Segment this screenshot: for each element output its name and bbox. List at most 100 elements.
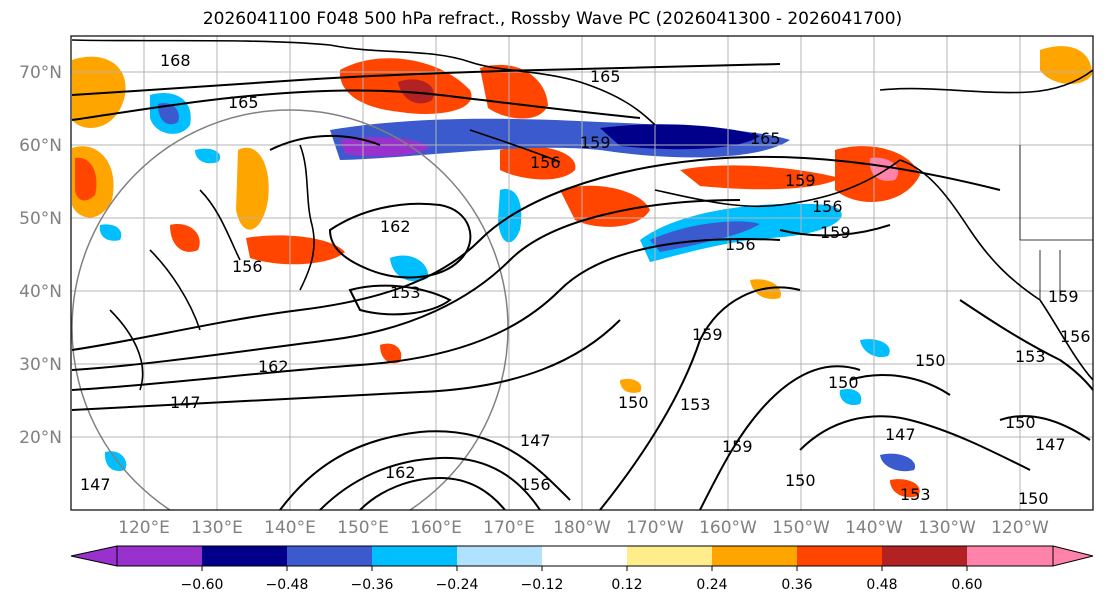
- colorbar-tick-label: −0.48: [266, 577, 309, 593]
- longitude-label: 120°W: [991, 518, 1049, 538]
- contour-label: 159: [692, 325, 723, 344]
- colorbar-tick-label: 0.24: [696, 577, 727, 593]
- colorbar-tick-label: 0.12: [611, 577, 642, 593]
- longitude-label: 180°W: [553, 518, 611, 538]
- latitude-label: 20°N: [19, 428, 62, 448]
- contour-label: 159: [580, 133, 611, 152]
- colorbar: −0.60 −0.48 −0.36 −0.24 −0.12 0.12 0.24 …: [70, 545, 1094, 593]
- contour-label: 156: [812, 197, 843, 216]
- strong-positive-anomaly-region: [680, 165, 840, 190]
- longitude-labels: 120°E 130°E 140°E 150°E 160°E 170°E 180°…: [118, 518, 1049, 538]
- colorbar-tick-label: −0.24: [436, 577, 479, 593]
- contour-label: 150: [1018, 489, 1049, 508]
- strong-negative-anomaly-region: [880, 453, 916, 472]
- contour-label: 153: [390, 283, 421, 302]
- colorbar-swatch: [117, 546, 202, 566]
- contour-label: 156: [530, 153, 561, 172]
- contour-label: 147: [80, 475, 111, 494]
- contour-label: 150: [915, 351, 946, 370]
- colorbar-swatch: [202, 546, 287, 566]
- contour-label: 147: [1035, 435, 1066, 454]
- contour-labels: 168 165 165 165 162 162 162 159 159 159 …: [80, 51, 1091, 508]
- contour-label: 153: [1015, 347, 1046, 366]
- longitude-label: 130°E: [191, 518, 243, 538]
- positive-anomaly-region: [620, 378, 642, 393]
- strong-negative-anomaly-region: [158, 103, 179, 125]
- height-contours: [71, 63, 1093, 510]
- coastlines: [71, 39, 1093, 391]
- contour-label: 153: [680, 395, 711, 414]
- colorbar-swatch: [542, 546, 627, 566]
- positive-anomaly-region: [236, 147, 269, 230]
- colorbar-tick-label: 0.60: [951, 577, 982, 593]
- strong-positive-anomaly-region: [500, 146, 576, 180]
- contour-label: 159: [785, 171, 816, 190]
- country-borders: [1019, 145, 1093, 300]
- colorbar-swatch: [967, 546, 1053, 566]
- colorbar-swatch: [627, 546, 712, 566]
- contour-label: 159: [722, 437, 753, 456]
- contour-label: 147: [520, 431, 551, 450]
- negative-anomaly-region: [99, 224, 122, 241]
- negative-anomaly-region: [390, 255, 429, 282]
- contour-label: 165: [590, 67, 621, 86]
- map-grid: [71, 36, 1093, 510]
- negative-anomaly-region: [195, 148, 221, 164]
- positive-anomaly-region: [1040, 46, 1092, 85]
- colorbar-swatch: [372, 546, 457, 566]
- latitude-labels: 70°N 60°N 50°N 40°N 30°N 20°N: [19, 63, 62, 448]
- latitude-label: 30°N: [19, 355, 62, 375]
- colorbar-swatch: [287, 546, 372, 566]
- negative-anomaly-region: [860, 339, 890, 358]
- colorbar-swatch: [457, 546, 542, 566]
- colorbar-swatch: [797, 546, 882, 566]
- contour-label: 150: [1005, 413, 1036, 432]
- contour-label: 147: [885, 425, 916, 444]
- map-title: 2026041100 F048 500 hPa refract., Rossby…: [202, 9, 903, 29]
- map-frame: [70, 35, 1094, 511]
- longitude-label: 170°E: [483, 518, 535, 538]
- colorbar-tick-label: −0.12: [521, 577, 564, 593]
- contour-label: 150: [785, 471, 816, 490]
- contour-label: 162: [380, 217, 411, 236]
- contour-label: 168: [160, 51, 191, 70]
- longitude-label: 140°W: [845, 518, 903, 538]
- colorbar-tick-label: 0.36: [781, 577, 812, 593]
- longitude-label: 120°E: [118, 518, 170, 538]
- colorbar-tick-label: 0.48: [866, 577, 897, 593]
- contour-label: 159: [820, 223, 851, 242]
- longitude-label: 150°E: [337, 518, 389, 538]
- latitude-label: 50°N: [19, 209, 62, 229]
- latitude-label: 70°N: [19, 63, 62, 83]
- colorbar-high-extend: [1052, 545, 1094, 567]
- colorbar-outline: [116, 545, 1054, 567]
- strong-positive-anomaly-region: [170, 224, 200, 252]
- contour-label: 156: [1060, 327, 1091, 346]
- colorbar-tick-label: −0.36: [351, 577, 394, 593]
- contour-label: 153: [900, 485, 931, 504]
- strong-positive-anomaly-region: [380, 343, 402, 364]
- contour-label: 165: [228, 93, 259, 112]
- very-strong-positive-anomaly-region: [398, 79, 434, 104]
- contour-label: 162: [258, 357, 289, 376]
- longitude-label: 130°W: [918, 518, 976, 538]
- latitude-label: 60°N: [19, 136, 62, 156]
- longitude-label: 160°E: [410, 518, 462, 538]
- contour-label: 156: [520, 475, 551, 494]
- contour-label: 150: [828, 373, 859, 392]
- colorbar-low-extend: [70, 545, 118, 567]
- strong-negative-anomaly-region: [650, 221, 760, 252]
- contour-label: 150: [618, 393, 649, 412]
- colorbar-tick-label: −0.60: [181, 577, 224, 593]
- positive-anomaly-region: [72, 56, 126, 128]
- contour-label: 147: [170, 393, 201, 412]
- colorbar-ticks: [201, 566, 968, 571]
- contour-label: 159: [1048, 287, 1079, 306]
- latitude-label: 40°N: [19, 282, 62, 302]
- strong-positive-anomaly-region: [890, 479, 920, 498]
- very-strong-negative-anomaly-region: [600, 124, 760, 150]
- strong-positive-anomaly-region: [246, 235, 345, 265]
- colorbar-swatch: [712, 546, 797, 566]
- longitude-label: 140°E: [264, 518, 316, 538]
